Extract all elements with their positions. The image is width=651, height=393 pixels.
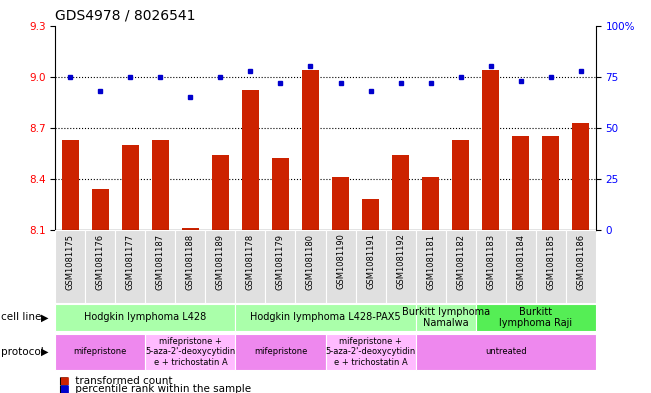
Text: GSM1081192: GSM1081192 (396, 233, 405, 289)
FancyBboxPatch shape (236, 230, 266, 303)
Text: GSM1081189: GSM1081189 (216, 233, 225, 290)
Bar (542, 136, 559, 230)
Text: GSM1081178: GSM1081178 (246, 233, 255, 290)
FancyBboxPatch shape (355, 230, 385, 303)
Text: untreated: untreated (485, 347, 527, 356)
FancyBboxPatch shape (55, 334, 145, 370)
Text: ■: ■ (59, 376, 68, 386)
FancyBboxPatch shape (236, 334, 326, 370)
Bar (393, 155, 409, 230)
Bar (302, 70, 319, 230)
Text: GSM1081179: GSM1081179 (276, 233, 285, 290)
Text: Hodgkin lymphoma L428-PAX5: Hodgkin lymphoma L428-PAX5 (250, 312, 401, 322)
FancyBboxPatch shape (55, 230, 85, 303)
FancyBboxPatch shape (326, 334, 415, 370)
Text: GSM1081175: GSM1081175 (66, 233, 75, 290)
FancyBboxPatch shape (85, 230, 115, 303)
Bar (272, 158, 289, 230)
Text: GSM1081176: GSM1081176 (96, 233, 105, 290)
Text: mifepristone +
5-aza-2'-deoxycytidin
e + trichostatin A: mifepristone + 5-aza-2'-deoxycytidin e +… (326, 337, 415, 367)
FancyBboxPatch shape (415, 230, 445, 303)
Text: mifepristone +
5-aza-2'-deoxycytidin
e + trichostatin A: mifepristone + 5-aza-2'-deoxycytidin e +… (145, 337, 236, 367)
Bar (152, 140, 169, 230)
Text: mifepristone: mifepristone (74, 347, 127, 356)
FancyBboxPatch shape (445, 230, 476, 303)
FancyBboxPatch shape (476, 230, 506, 303)
Text: cell line: cell line (1, 312, 42, 322)
Text: ■  transformed count: ■ transformed count (59, 376, 172, 386)
FancyBboxPatch shape (536, 230, 566, 303)
Text: Burkitt
lymphoma Raji: Burkitt lymphoma Raji (499, 307, 572, 328)
Text: GSM1081188: GSM1081188 (186, 233, 195, 290)
Bar (362, 199, 379, 230)
FancyBboxPatch shape (175, 230, 206, 303)
Text: GSM1081186: GSM1081186 (576, 233, 585, 290)
FancyBboxPatch shape (415, 334, 596, 370)
Bar (422, 177, 439, 230)
FancyBboxPatch shape (296, 230, 326, 303)
Bar (62, 140, 79, 230)
FancyBboxPatch shape (55, 304, 236, 331)
Text: GSM1081183: GSM1081183 (486, 233, 495, 290)
Text: GSM1081185: GSM1081185 (546, 233, 555, 290)
FancyBboxPatch shape (326, 230, 355, 303)
Bar (242, 90, 258, 230)
Text: GSM1081177: GSM1081177 (126, 233, 135, 290)
FancyBboxPatch shape (506, 230, 536, 303)
Bar (482, 70, 499, 230)
Bar (182, 228, 199, 230)
Text: ▶: ▶ (40, 347, 48, 357)
Text: GDS4978 / 8026541: GDS4978 / 8026541 (55, 9, 196, 23)
Bar (452, 140, 469, 230)
FancyBboxPatch shape (266, 230, 296, 303)
Text: ■: ■ (59, 384, 68, 393)
Text: ▶: ▶ (40, 312, 48, 322)
Bar (512, 136, 529, 230)
FancyBboxPatch shape (385, 230, 415, 303)
Bar (572, 123, 589, 230)
Text: GSM1081180: GSM1081180 (306, 233, 315, 290)
Bar (212, 155, 229, 230)
FancyBboxPatch shape (236, 304, 415, 331)
FancyBboxPatch shape (566, 230, 596, 303)
Text: GSM1081184: GSM1081184 (516, 233, 525, 290)
FancyBboxPatch shape (476, 304, 596, 331)
Text: GSM1081181: GSM1081181 (426, 233, 435, 290)
Text: GSM1081190: GSM1081190 (336, 233, 345, 289)
Text: GSM1081182: GSM1081182 (456, 233, 465, 290)
Text: protocol: protocol (1, 347, 44, 357)
FancyBboxPatch shape (415, 304, 476, 331)
Bar (122, 145, 139, 230)
Text: ■  percentile rank within the sample: ■ percentile rank within the sample (59, 384, 251, 393)
FancyBboxPatch shape (206, 230, 236, 303)
Bar (332, 177, 349, 230)
Text: GSM1081187: GSM1081187 (156, 233, 165, 290)
Text: mifepristone: mifepristone (254, 347, 307, 356)
FancyBboxPatch shape (145, 230, 175, 303)
FancyBboxPatch shape (115, 230, 145, 303)
Text: Burkitt lymphoma
Namalwa: Burkitt lymphoma Namalwa (402, 307, 490, 328)
Text: GSM1081191: GSM1081191 (366, 233, 375, 289)
Text: Hodgkin lymphoma L428: Hodgkin lymphoma L428 (84, 312, 206, 322)
FancyBboxPatch shape (145, 334, 236, 370)
Bar (92, 189, 109, 230)
